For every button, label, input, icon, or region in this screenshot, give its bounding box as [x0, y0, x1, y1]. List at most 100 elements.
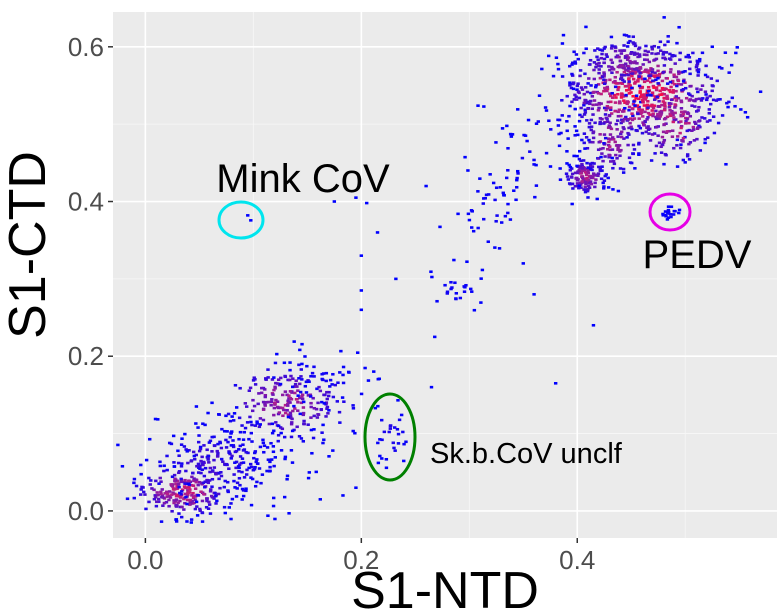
- density-cell: [139, 472, 143, 476]
- density-cell: [321, 423, 325, 427]
- density-cell: [532, 293, 536, 296]
- density-cell: [604, 108, 608, 112]
- density-cell: [341, 373, 345, 377]
- density-cell: [586, 107, 590, 111]
- density-cell: [694, 110, 699, 113]
- density-cell: [152, 488, 156, 492]
- density-cell: [635, 52, 640, 55]
- density-cell: [621, 78, 625, 82]
- density-cell: [622, 70, 627, 74]
- density-cell: [604, 53, 609, 56]
- density-cell: [168, 490, 172, 493]
- density-cell: [584, 25, 588, 29]
- density-cell: [603, 86, 607, 90]
- density-cell: [632, 117, 637, 120]
- density-cell: [243, 402, 248, 405]
- density-cell: [290, 429, 295, 433]
- density-cell: [302, 422, 306, 426]
- density-cell: [267, 422, 272, 426]
- density-cell: [690, 94, 694, 98]
- density-cell: [281, 414, 285, 418]
- density-cell: [589, 91, 593, 95]
- density-cell: [225, 463, 229, 467]
- density-cell: [644, 44, 648, 48]
- density-cell: [579, 186, 583, 189]
- density-cell: [671, 213, 676, 216]
- density-cell: [631, 61, 636, 64]
- density-cell: [324, 415, 328, 418]
- density-cell: [186, 461, 190, 465]
- density-cell: [706, 136, 710, 140]
- density-cell: [156, 493, 160, 497]
- density-cell: [472, 308, 477, 312]
- density-cell: [673, 209, 677, 213]
- density-cell: [674, 89, 678, 93]
- density-cell: [351, 429, 355, 433]
- density-cell: [643, 93, 647, 97]
- density-cell: [501, 191, 505, 195]
- density-cell: [703, 141, 707, 145]
- density-cell: [621, 171, 626, 174]
- density-cell: [246, 214, 250, 217]
- density-cell: [252, 404, 257, 408]
- density-cell: [664, 51, 669, 54]
- density-cell: [570, 63, 574, 66]
- density-cell: [664, 76, 668, 80]
- density-cell: [720, 114, 725, 117]
- density-cell: [579, 86, 584, 89]
- density-cell: [645, 91, 649, 95]
- density-cell: [571, 187, 575, 190]
- density-cell: [618, 167, 623, 170]
- density-cell: [543, 106, 548, 109]
- density-cell: [624, 93, 628, 97]
- density-cell: [202, 444, 206, 447]
- density-cell: [585, 119, 589, 122]
- density-cell: [598, 133, 602, 136]
- density-cell: [609, 94, 613, 98]
- density-cell: [656, 52, 660, 55]
- density-cell: [286, 413, 291, 417]
- density-cell: [565, 129, 569, 133]
- density-cell: [228, 419, 233, 423]
- density-cell: [602, 72, 606, 76]
- density-cell: [180, 515, 184, 519]
- density-cell: [577, 149, 582, 153]
- density-cell: [608, 121, 612, 125]
- density-cell: [635, 129, 639, 133]
- density-cell: [534, 184, 539, 187]
- density-cell: [300, 342, 304, 346]
- density-cell: [711, 84, 715, 88]
- density-cell: [694, 97, 699, 101]
- density-cell: [253, 484, 258, 488]
- density-cell: [255, 458, 259, 461]
- density-cell: [687, 55, 692, 59]
- density-cell: [162, 469, 166, 473]
- density-cell: [177, 485, 181, 489]
- density-cell: [558, 178, 563, 182]
- density-cell: [288, 378, 292, 382]
- density-cell: [637, 141, 641, 145]
- density-cell: [192, 501, 196, 505]
- density-cell: [697, 59, 702, 63]
- density-cell: [595, 197, 599, 201]
- density-cell: [758, 90, 763, 94]
- density-cell: [394, 277, 398, 281]
- density-cell: [630, 74, 634, 78]
- density-cell: [210, 470, 215, 473]
- density-cell: [583, 170, 588, 174]
- density-cell: [571, 81, 576, 85]
- density-cell: [703, 73, 708, 77]
- density-cell: [669, 85, 673, 89]
- density-cell: [573, 107, 577, 111]
- density-cell: [648, 76, 652, 80]
- density-cell: [650, 133, 655, 136]
- density-cell: [516, 172, 520, 175]
- density-cell: [255, 462, 260, 466]
- density-cell: [242, 430, 247, 434]
- density-cell: [465, 260, 469, 264]
- density-cell: [184, 495, 188, 499]
- density-cell: [594, 84, 598, 87]
- density-cell: [649, 93, 653, 97]
- density-cell: [325, 390, 329, 394]
- density-cell: [654, 57, 659, 61]
